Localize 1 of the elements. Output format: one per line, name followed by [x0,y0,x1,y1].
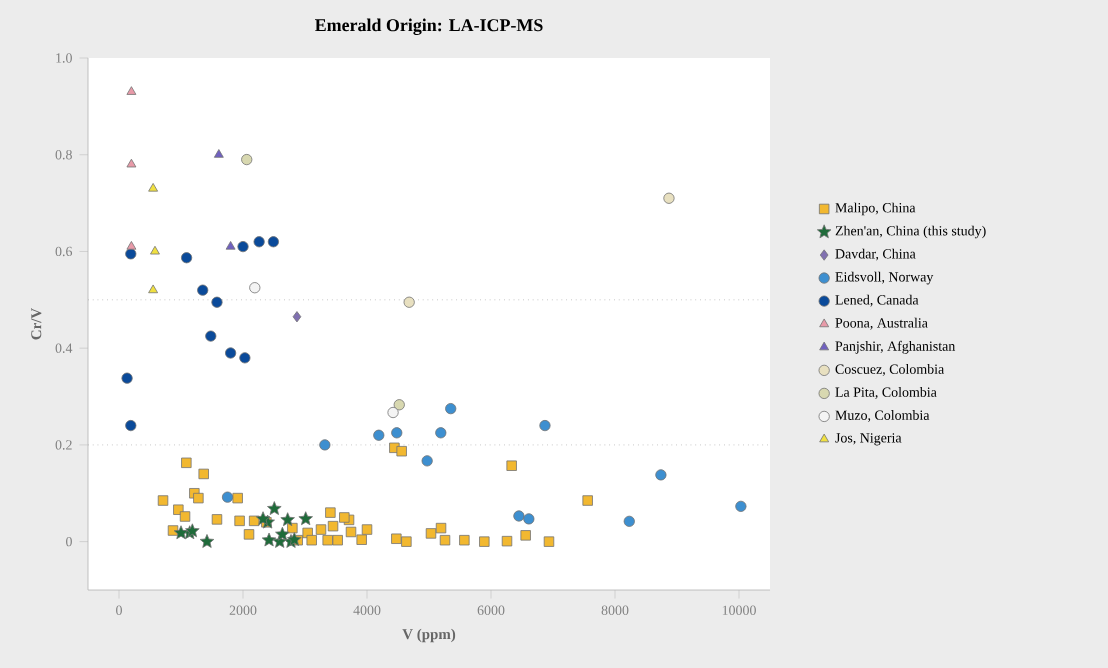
chart-title: Emerald Origin: LA-ICP-MS [315,18,543,36]
